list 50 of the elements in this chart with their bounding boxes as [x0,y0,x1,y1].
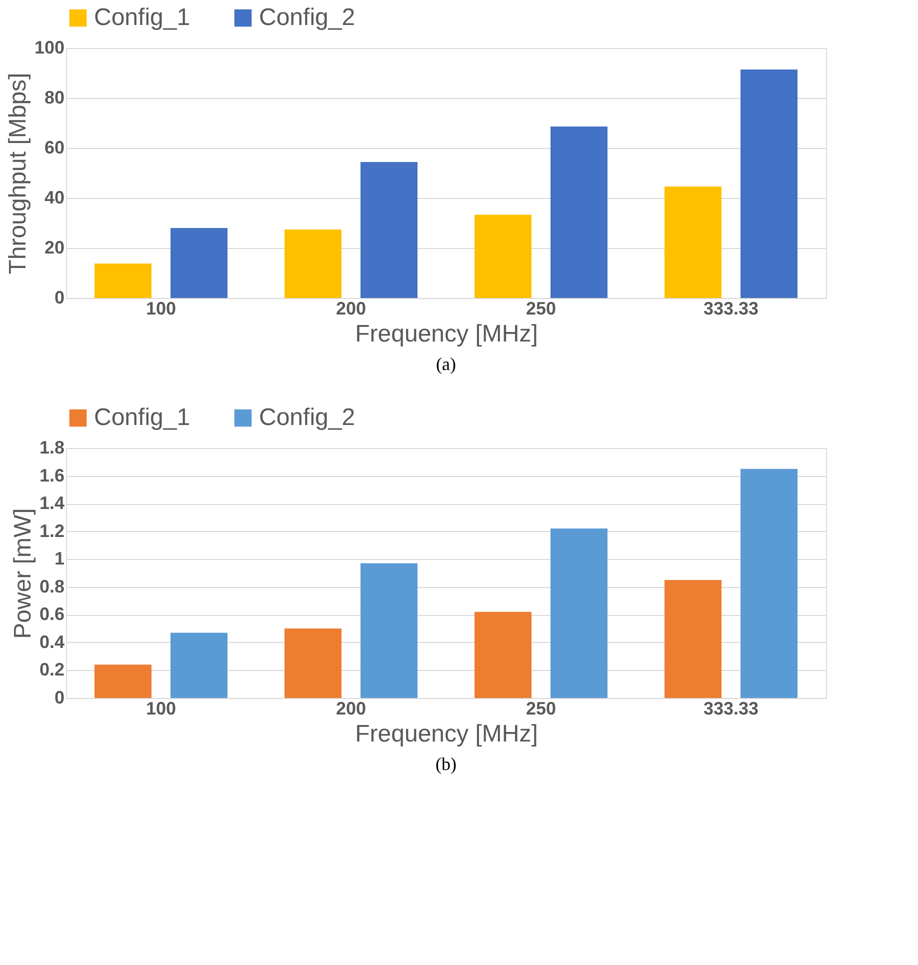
x-axis-title: Frequency [MHz] [355,720,538,748]
y-tick-label: 60 [44,138,64,158]
x-tick-label: 333.33 [703,298,759,318]
bar [284,628,342,698]
x-tick-label: 100 [146,298,176,318]
x-tick-label: 250 [526,298,556,318]
legend-label: Config_1 [94,4,190,31]
y-tick-label: 0.4 [39,632,64,652]
bar [94,664,152,698]
bar [740,468,798,698]
y-tick-label: 20 [44,238,64,258]
bar [170,632,228,698]
y-tick-label: 0.6 [39,604,64,624]
bar [550,126,608,298]
x-tick-label: 250 [526,698,556,718]
bar [170,228,228,298]
y-tick-label: 1 [54,548,64,569]
y-tick-label: 0 [54,688,64,708]
y-tick-label: 80 [44,88,64,108]
bar [474,612,532,698]
y-tick-label: 1.2 [39,520,64,541]
y-tick-label: 100 [34,38,64,58]
y-tick-label: 1.8 [39,438,64,458]
x-tick-label: 200 [336,298,366,318]
bar [664,580,722,698]
bar [474,214,532,298]
bar [664,186,722,298]
y-tick-label: 0 [54,288,64,308]
bar [284,230,342,298]
y-axis-title: Throughput [Mbps] [4,72,32,274]
x-tick-label: 100 [146,698,176,718]
y-tick-label: 1.6 [39,465,64,486]
y-tick-label: 0.8 [39,576,64,596]
legend-label: Config_2 [259,404,356,431]
bar [360,563,418,698]
y-tick-label: 40 [44,188,64,208]
y-tick-label: 0.2 [39,660,64,680]
legend-label: Config_2 [259,4,356,31]
x-axis-title: Frequency [MHz] [355,320,538,348]
y-tick-label: 1.4 [39,493,64,514]
legend-label: Config_1 [94,404,190,431]
x-tick-label: 200 [336,698,366,718]
bar [550,528,608,698]
bar [360,162,418,298]
x-tick-label: 333.33 [703,698,759,718]
text: (a) [436,354,456,374]
bar [94,264,152,298]
y-axis-title: Power [mW] [9,508,36,639]
bar [740,70,798,298]
text: (b) [436,754,456,774]
